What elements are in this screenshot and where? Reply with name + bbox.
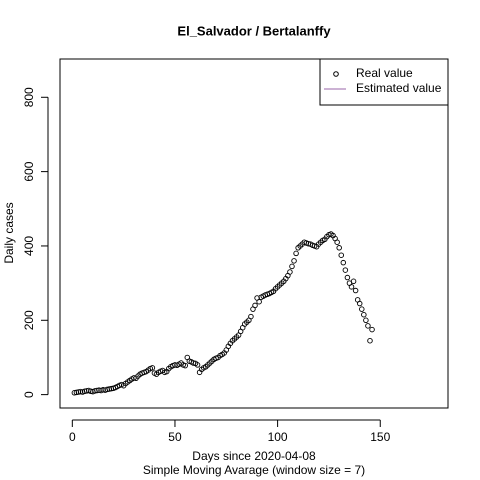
subtitle: Simple Moving Avarage (window size = 7)	[143, 463, 365, 477]
data-point	[289, 263, 295, 270]
data-point	[336, 245, 342, 251]
x-axis-label: Days since 2020-04-08	[192, 449, 316, 463]
data-point	[94, 387, 100, 394]
data-point	[363, 317, 369, 324]
data-point	[96, 387, 102, 393]
data-point	[182, 362, 188, 369]
legend-symbol	[333, 71, 339, 77]
data-point	[287, 269, 293, 275]
data-point	[367, 337, 373, 344]
data-point	[256, 298, 262, 305]
x-tick-label: 0	[69, 430, 76, 444]
legend-label: Real value	[356, 66, 413, 80]
data-point	[340, 259, 347, 266]
data-point	[356, 300, 363, 307]
data-point	[100, 387, 106, 393]
legend-box	[319, 58, 449, 106]
legend-label: Estimated value	[356, 81, 442, 95]
data-point	[350, 278, 357, 285]
data-point	[348, 284, 355, 290]
data-point	[352, 287, 359, 294]
data-point	[361, 311, 367, 318]
y-tick-label: 200	[22, 310, 36, 330]
data-point	[338, 252, 344, 258]
data-point	[194, 362, 201, 368]
data-point	[359, 306, 365, 312]
x-tick-label: 50	[168, 430, 182, 444]
data-point	[75, 389, 82, 395]
x-tick-label: 150	[370, 430, 390, 444]
chart-title: El_Salvador / Bertalanffy	[177, 23, 331, 38]
y-tick-label: 800	[22, 87, 36, 107]
data-point	[252, 302, 258, 309]
x-tick-label: 100	[268, 430, 288, 444]
data-point	[365, 323, 371, 329]
data-point	[83, 388, 90, 394]
plot-frame	[59, 58, 449, 409]
data-point	[248, 313, 254, 320]
y-tick-label: 600	[22, 161, 36, 181]
data-point	[291, 258, 297, 264]
data-point	[342, 267, 349, 273]
data-point	[334, 239, 340, 245]
y-tick-label: 400	[22, 236, 36, 256]
data-point	[293, 250, 299, 257]
data-point	[369, 326, 375, 333]
data-point	[88, 388, 94, 395]
data-point	[344, 274, 351, 281]
data-point	[149, 365, 156, 371]
y-axis-label: Daily cases	[2, 202, 16, 263]
data-point	[77, 388, 84, 395]
y-tick-label: 0	[22, 391, 36, 398]
